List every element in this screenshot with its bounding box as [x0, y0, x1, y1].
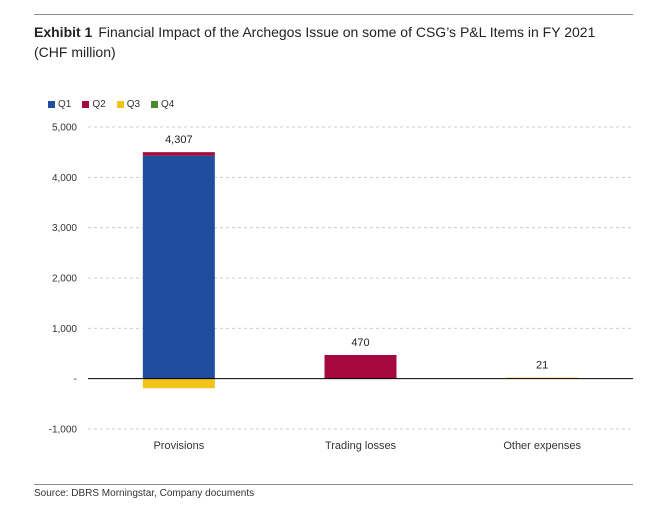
legend-label-q1: Q1 — [58, 99, 72, 110]
source-note: Source: DBRS Morningstar, Company docume… — [34, 488, 255, 499]
chart-title: Exhibit 1 Financial Impact of the Archego… — [34, 22, 624, 62]
bars — [142, 152, 579, 389]
bar-segment-q2 — [142, 152, 215, 156]
legend-swatch-q4 — [151, 101, 159, 108]
legend: Q1 Q2 Q3 Q4 — [48, 99, 174, 110]
legend-label-q3: Q3 — [126, 99, 141, 110]
y-tick-label: 4,000 — [52, 173, 77, 184]
legend-item-q2: Q2 — [82, 99, 106, 110]
legend-item-q4: Q4 — [151, 99, 174, 110]
category-label: Provisions — [153, 440, 204, 452]
data-label: 21 — [536, 360, 548, 372]
bar-segment-q3 — [506, 377, 579, 379]
bar-segment-q1 — [142, 155, 215, 379]
category-label: Other expenses — [503, 440, 581, 452]
y-tick-label: - — [74, 374, 77, 385]
legend-swatch-q2 — [82, 101, 90, 108]
y-tick-label: 3,000 — [52, 223, 77, 234]
y-tick-label: 1,000 — [52, 324, 77, 335]
legend-label-q4: Q4 — [161, 99, 175, 110]
legend-item-q3: Q3 — [116, 99, 141, 110]
legend-item-q1: Q1 — [48, 99, 71, 110]
top-rule — [34, 14, 633, 15]
y-tick-label: 5,000 — [52, 123, 77, 134]
y-tick-label: 2,000 — [52, 274, 77, 285]
data-label: 470 — [351, 337, 369, 349]
bar-segment-q3 — [142, 378, 215, 389]
legend-swatch-q1 — [48, 101, 55, 108]
bottom-rule — [34, 484, 633, 485]
exhibit-label: Exhibit 1 — [34, 24, 93, 40]
y-tick-label: -1,000 — [49, 425, 78, 436]
data-labels: 4,307 470 21 — [165, 134, 548, 371]
bar-segment-q2 — [324, 355, 397, 379]
category-label: Trading losses — [325, 440, 397, 452]
title-text: Financial Impact of the Archegos Issue o… — [34, 24, 596, 60]
x-axis: Provisions Trading losses Other expenses — [88, 378, 633, 452]
legend-swatch-q3 — [116, 101, 124, 108]
legend-label-q2: Q2 — [92, 99, 106, 110]
data-label: 4,307 — [165, 134, 193, 146]
